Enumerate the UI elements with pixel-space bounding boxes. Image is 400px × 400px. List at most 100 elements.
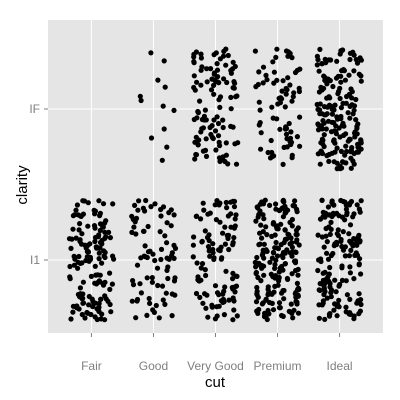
y-tick-label: I1 (30, 253, 40, 267)
data-point (214, 313, 220, 319)
data-point (261, 241, 267, 247)
data-point (79, 260, 85, 266)
data-point (321, 104, 328, 110)
data-point (357, 256, 363, 262)
data-point (331, 307, 337, 313)
data-point (191, 73, 197, 79)
data-points (66, 46, 364, 323)
data-point (356, 232, 362, 238)
x-tick-label: Fair (81, 359, 102, 373)
data-point (85, 249, 92, 255)
data-point (136, 198, 142, 204)
data-point (160, 103, 166, 109)
data-point (256, 242, 262, 248)
data-point (84, 309, 90, 316)
data-point (324, 81, 330, 87)
data-point (282, 227, 288, 233)
data-point (257, 120, 263, 126)
data-point (264, 232, 270, 238)
data-point (211, 91, 217, 97)
data-point (191, 60, 197, 66)
data-point (338, 73, 344, 79)
data-point (266, 311, 272, 317)
data-point (149, 275, 155, 281)
data-point (282, 261, 288, 267)
data-point (273, 54, 279, 61)
data-point (316, 302, 322, 308)
data-point (228, 211, 234, 217)
data-point (165, 264, 171, 270)
data-point (202, 267, 208, 273)
data-point (348, 155, 354, 161)
data-point (272, 265, 278, 271)
data-point (254, 284, 260, 291)
data-point (95, 272, 101, 278)
data-point (134, 262, 141, 268)
data-point (73, 235, 79, 241)
data-point (314, 101, 320, 108)
data-point (195, 110, 201, 116)
data-point (343, 143, 349, 149)
data-point (171, 212, 177, 218)
data-point (203, 153, 210, 159)
data-point (295, 310, 302, 316)
data-point (264, 248, 270, 254)
data-point (296, 286, 302, 293)
data-point (294, 280, 300, 286)
data-point (289, 271, 295, 277)
data-point (159, 283, 166, 289)
data-point (358, 78, 364, 84)
data-point (233, 283, 240, 289)
data-point (256, 99, 262, 105)
data-point (320, 300, 326, 306)
data-point (351, 107, 357, 113)
data-point (258, 222, 264, 228)
data-point (258, 146, 264, 152)
data-point (158, 246, 165, 252)
data-point (85, 223, 91, 229)
data-point (294, 206, 300, 212)
data-point (77, 285, 83, 291)
data-point (101, 248, 107, 254)
data-point (284, 87, 290, 93)
data-point (317, 287, 323, 293)
data-point (208, 87, 215, 93)
data-point (94, 245, 100, 251)
data-point (165, 275, 171, 282)
data-point (337, 134, 343, 140)
data-point (137, 281, 143, 287)
data-point (261, 216, 267, 222)
data-point (196, 278, 202, 284)
data-point (92, 234, 99, 241)
data-point (168, 223, 174, 229)
data-point (130, 282, 137, 288)
data-point (143, 197, 149, 204)
data-point (253, 264, 259, 270)
data-point (171, 107, 177, 113)
data-point (318, 148, 324, 154)
data-point (223, 140, 229, 146)
data-point (288, 129, 294, 135)
data-point (231, 204, 238, 210)
data-point (281, 296, 287, 302)
data-point (348, 86, 354, 92)
data-point (148, 135, 155, 141)
data-point (284, 247, 290, 253)
data-point (162, 301, 168, 307)
data-point (291, 307, 297, 313)
data-point (321, 291, 327, 298)
data-point (350, 49, 356, 55)
data-point (314, 62, 320, 68)
data-point (88, 273, 94, 279)
data-point (258, 130, 264, 136)
data-point (217, 104, 223, 110)
data-point (214, 304, 220, 310)
data-point (151, 309, 157, 315)
data-point (234, 313, 240, 319)
data-point (110, 201, 116, 207)
data-point (289, 155, 295, 161)
data-point (285, 49, 291, 55)
data-point (76, 306, 82, 312)
data-point (284, 275, 290, 282)
data-point (97, 227, 103, 234)
